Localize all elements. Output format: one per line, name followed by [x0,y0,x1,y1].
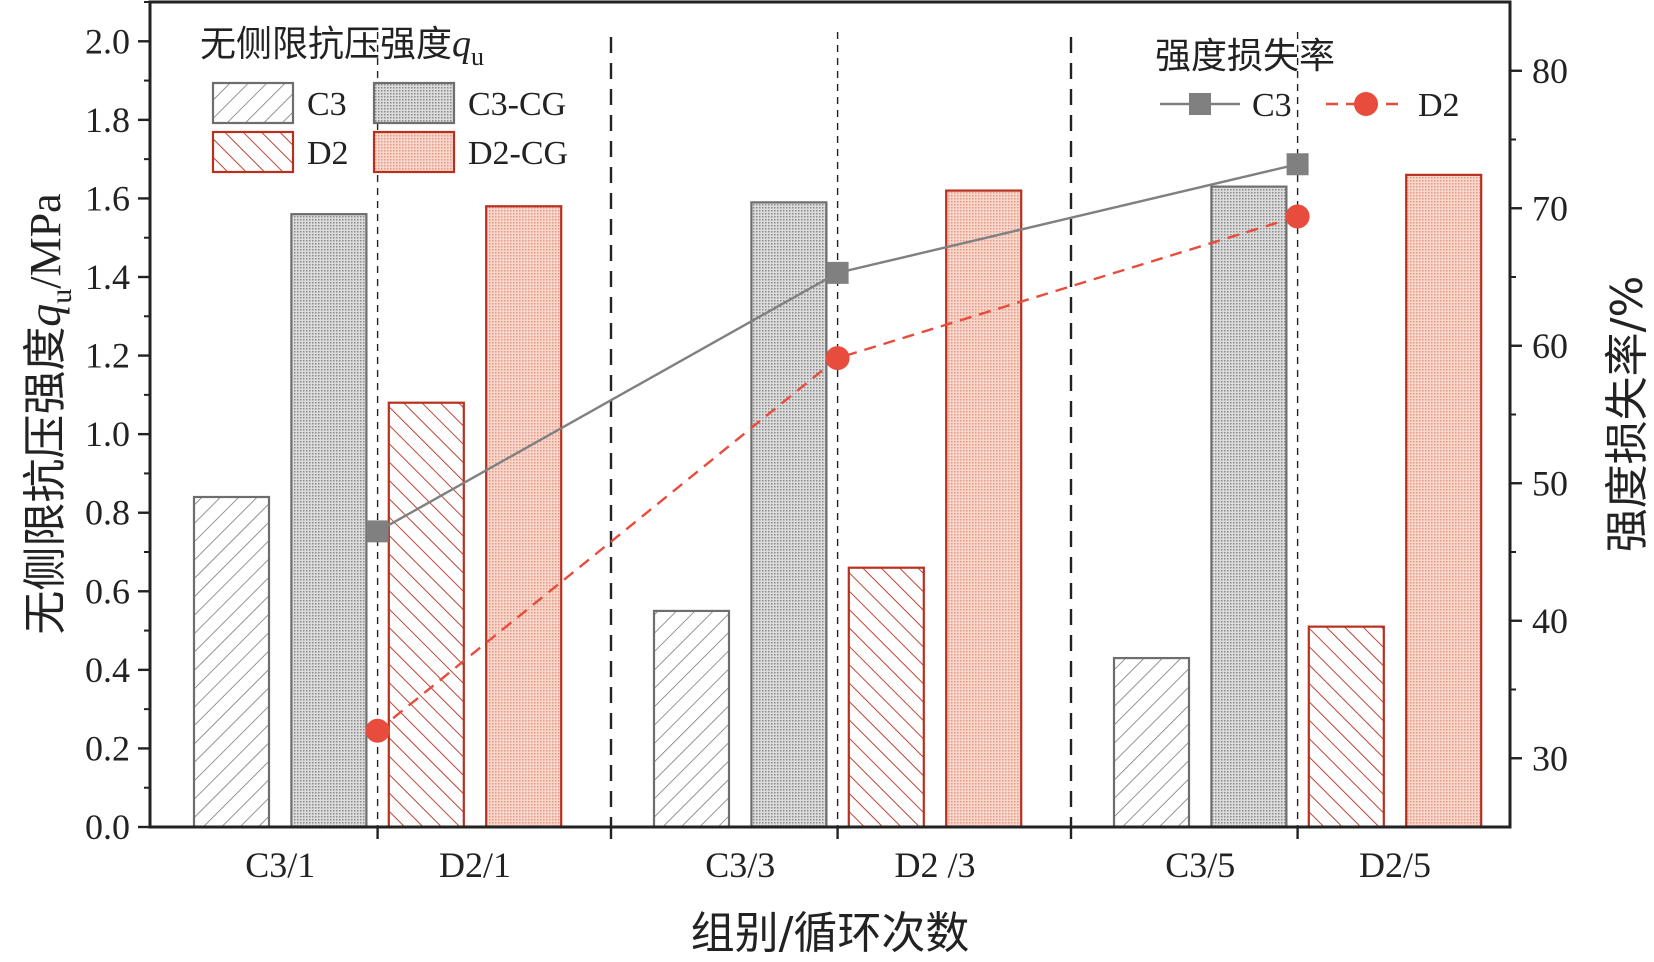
x-category-label: C3/3 [705,845,775,885]
point-c3-2 [826,261,849,284]
lines-layer [365,153,1310,743]
y2-tick-label: 70 [1532,188,1568,228]
bar-legend-swatch-d2-cg [372,130,456,174]
y-tick-label: 1.0 [85,414,130,454]
bar-c3-1 [192,495,271,829]
bar-legend-label-d2-cg: D2-CG [468,135,568,172]
x-category-label: D2/5 [1359,845,1431,885]
line-legend-title: 强度损失率 [1155,36,1335,77]
bar-legend-label-d2: D2 [307,135,349,172]
y2-tick-label: 40 [1532,601,1568,641]
bars-layer [192,173,1483,829]
point-d2-2 [825,346,850,371]
legend-layer: 无侧限抗压强度qu C3 C3-CG D2 D2-CG 强度损失率 C3 D2 [200,23,1460,174]
bar-legend-swatch-c3-cg [372,81,456,125]
bar-d2-1 [387,401,465,829]
line-legend-label-d2: D2 [1418,87,1460,124]
bar-d2-3 [1307,625,1385,829]
y-tick-label: 2.0 [85,21,130,61]
bar-legend-label-c3-cg: C3-CG [468,86,566,123]
bar-legend-swatch-d2 [211,130,295,174]
bar-d2-cg-1 [485,205,563,829]
y2-axis-title: 强度损失率/% [1602,276,1653,553]
y-axis-title-var: q [19,304,70,327]
bar-c3-3 [1112,656,1191,829]
point-c3-3 [1286,153,1309,176]
bar-legend-title-var: q [452,23,471,65]
y-tick-label: 0.2 [85,728,130,768]
y-axis-title: 无侧限抗压强度qu/MPa [19,193,78,634]
x-category-label: C3/5 [1165,845,1235,885]
bar-c3-cg-1 [290,213,368,829]
y-tick-label: 0.6 [85,571,130,611]
point-d2-3 [1285,204,1310,229]
line-legend-marker-d2 [1354,92,1378,116]
axes-layer: 0.0 0.2 0.4 0.6 0.8 1.0 1.2 1.4 1.6 1.8 2.0 30 40 50 6… [19,0,1653,959]
bar-c3-cg-3 [1210,185,1288,829]
line-legend-marker-c3 [1189,93,1211,115]
y-tick-label: 1.6 [85,178,130,218]
bar-legend-swatch-c3 [211,81,295,125]
y2-tick-label: 50 [1532,463,1568,503]
y-tick-label: 0.8 [85,493,130,533]
x-category-label: D2 /3 [895,845,976,885]
y-tick-label: 1.8 [85,100,130,140]
y2-tick-label: 60 [1532,326,1568,366]
bar-c3-cg-2 [750,201,828,829]
y2-tick-label: 30 [1532,738,1568,778]
y-tick-label: 1.2 [85,336,130,376]
x-category-label: D2/1 [439,845,511,885]
x-axis-title: 组别/循环次数 [691,908,970,959]
y-axis-title-sub: u [45,289,78,304]
line-legend-label-c3: C3 [1252,87,1292,124]
bar-d2-2 [847,566,925,829]
y2-tick-label: 80 [1532,51,1568,91]
y-axis-title-suffix: /MPa [21,193,70,288]
y-tick-label: 0.4 [85,650,130,690]
y-tick-label: 0.0 [85,807,130,847]
y-axis-title-prefix: 无侧限抗压强度 [20,327,71,635]
bar-d2-cg-3 [1405,173,1483,829]
bar-legend-title-prefix: 无侧限抗压强度 [200,24,452,65]
bar-legend-title: 无侧限抗压强度qu [200,23,484,71]
y-tick-label: 1.4 [85,257,130,297]
point-c3-1 [366,520,389,543]
bar-d2-cg-2 [945,189,1023,829]
bar-c3-2 [652,609,731,829]
x-category-label: C3/1 [245,845,315,885]
point-d2-1 [365,718,390,743]
bar-legend-label-c3: C3 [307,86,347,123]
bar-legend-title-sub: u [471,42,484,71]
